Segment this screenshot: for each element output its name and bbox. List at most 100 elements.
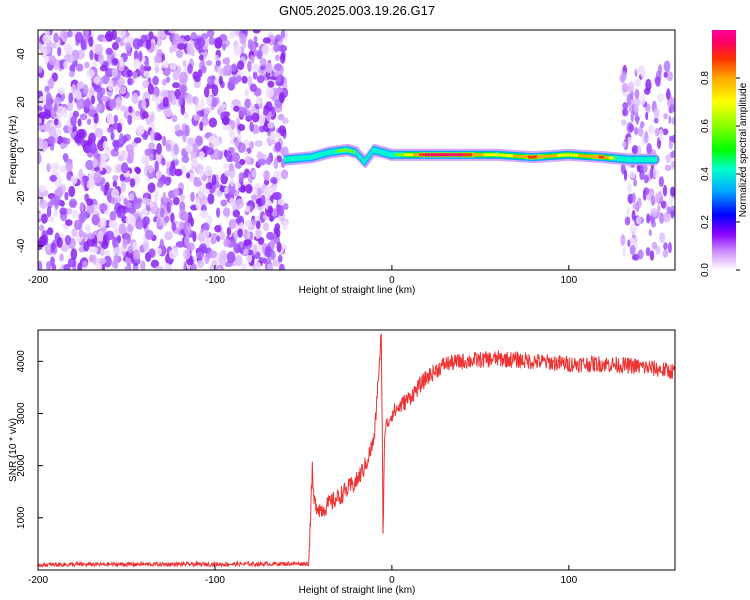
noise-blob [171, 114, 178, 123]
noise-blob [50, 242, 55, 254]
signal-peak [592, 155, 598, 159]
noise-blob [69, 70, 75, 78]
noise-blob [140, 260, 146, 270]
noise-blob [112, 57, 119, 66]
spectrogram-x-label: Height of straight line (km) [299, 285, 416, 296]
noise-blob [133, 50, 139, 61]
noise-blob [282, 220, 288, 231]
noise-blob [111, 188, 120, 199]
noise-blob [629, 236, 634, 244]
colorbar-gradient [712, 30, 736, 270]
noise-blob [244, 98, 251, 109]
signal-peak [463, 153, 469, 157]
noise-blob [120, 181, 126, 193]
noise-blob [648, 229, 652, 237]
noise-blob [186, 43, 194, 56]
signal-core [622, 156, 627, 162]
noise-blob [71, 209, 79, 219]
noise-blob [233, 105, 240, 112]
noise-blob [46, 162, 51, 173]
signal-core [307, 154, 313, 160]
colorbar-tick-label: 0.4 [700, 167, 711, 181]
signal-peak [457, 153, 463, 157]
noise-blob [205, 60, 213, 67]
signal-peak [404, 153, 410, 157]
noise-blob [251, 112, 260, 123]
noise-blob [172, 196, 180, 206]
noise-blob [132, 70, 138, 79]
noise-blob [106, 115, 115, 125]
noise-blob [264, 186, 272, 198]
signal-peak [522, 155, 528, 159]
noise-blob [643, 187, 650, 195]
noise-blob [236, 60, 245, 71]
noise-blob [633, 126, 639, 136]
noise-blob [67, 257, 77, 268]
noise-blob [122, 238, 128, 249]
signal-core [303, 155, 308, 161]
noise-blob [277, 198, 286, 206]
noise-blob [179, 221, 185, 230]
noise-blob [131, 92, 139, 105]
signal-peak [418, 153, 424, 157]
noise-blob [76, 81, 83, 91]
noise-blob [180, 86, 186, 98]
signal-peak [530, 155, 536, 159]
noise-blob [194, 96, 199, 107]
noise-blob [44, 101, 53, 111]
noise-blob [196, 37, 206, 48]
noise-blob [142, 80, 150, 89]
noise-blob [79, 201, 85, 212]
noise-blob [252, 71, 258, 80]
signal-core [650, 157, 655, 163]
noise-blob [157, 30, 166, 39]
noise-blob [42, 139, 49, 151]
noise-blob [182, 59, 187, 68]
noise-blob [100, 95, 110, 103]
noise-blob [198, 243, 208, 254]
signal-peak [469, 153, 474, 157]
noise-blob [666, 88, 671, 101]
signal-peak [460, 153, 466, 157]
noise-blob [214, 37, 223, 49]
noise-blob [643, 174, 649, 184]
signal-peak [427, 153, 433, 157]
noise-blob [218, 255, 227, 267]
noise-blob [216, 190, 223, 197]
noise-blob [154, 160, 159, 173]
noise-blob [644, 130, 648, 140]
noise-blob [266, 257, 272, 266]
noise-blob [94, 85, 103, 93]
signal-peak [504, 153, 510, 157]
noise-blob [267, 138, 276, 145]
noise-blob [628, 123, 635, 133]
noise-blob [48, 126, 57, 138]
noise-blob [214, 224, 222, 233]
noise-blob [245, 115, 253, 122]
noise-blob [99, 217, 107, 229]
noise-blob [238, 172, 245, 183]
noise-blob [271, 184, 277, 195]
noise-blob [127, 245, 134, 254]
noise-blob [231, 63, 237, 72]
noise-blob [85, 97, 91, 109]
noise-blob [232, 209, 241, 218]
signal-core [615, 155, 620, 161]
signal-core [639, 157, 644, 163]
noise-blob [91, 214, 99, 226]
noise-blob [265, 157, 272, 166]
noise-blob [78, 168, 84, 179]
noise-blob [132, 249, 141, 261]
noise-blob [659, 232, 666, 244]
noise-blob [223, 65, 228, 77]
noise-blob [240, 262, 247, 270]
noise-blob [262, 108, 269, 116]
signal-core [296, 155, 302, 161]
noise-blob [637, 197, 642, 209]
noise-blob [630, 111, 635, 123]
noise-blob [46, 227, 54, 236]
noise-blob [632, 203, 639, 210]
noise-blob [270, 176, 278, 184]
noise-blob [68, 123, 73, 134]
noise-blob [132, 38, 142, 50]
